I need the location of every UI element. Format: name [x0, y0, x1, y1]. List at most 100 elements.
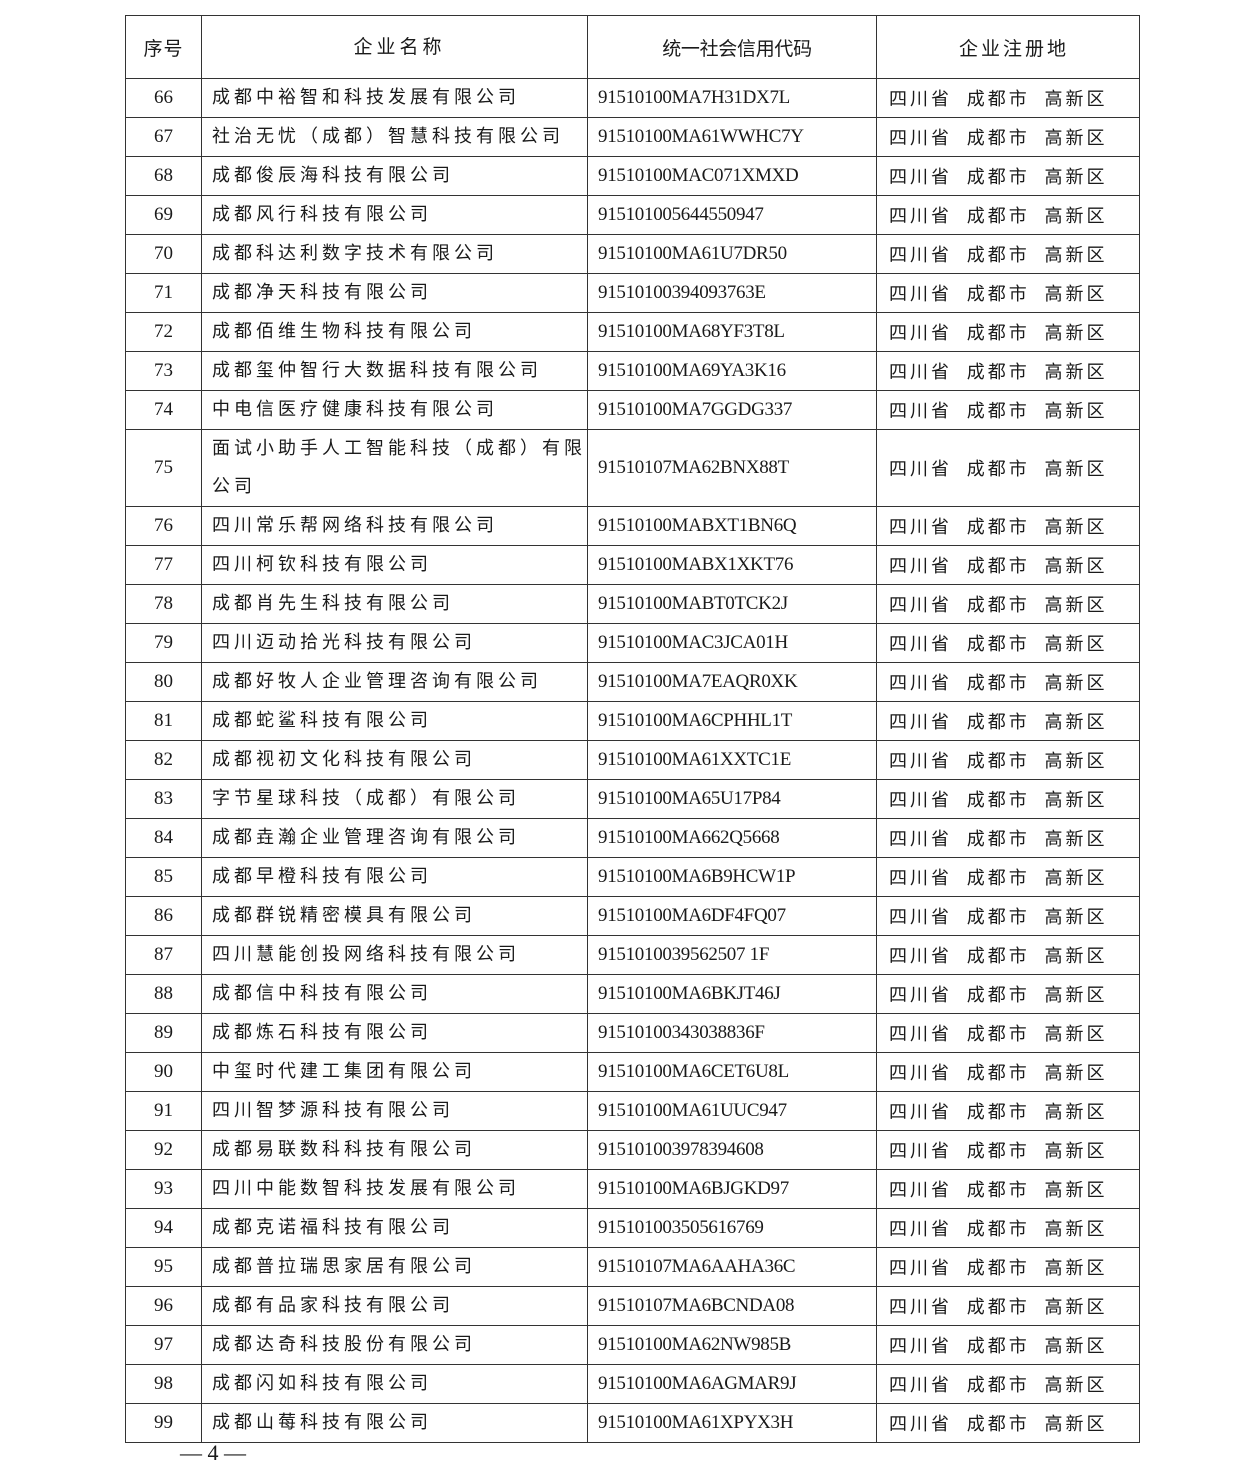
- cell-index: 88: [125, 974, 202, 1014]
- cell-credit-code: 91510100MAC071XMXD: [587, 156, 877, 196]
- table-row: 91 四川智梦源科技有限公司 91510100MA61UUC947 四川省 成都市 高…: [125, 1091, 1140, 1131]
- table-row: 73 成都玺仲智行大数据科技有限公司 91510100MA69YA3K16 四川省 成…: [125, 351, 1140, 391]
- header-index: 序号: [125, 15, 202, 79]
- cell-registration-place: 四川省 成都市 高新区: [876, 701, 1140, 741]
- cell-credit-code: 915101005644550947: [587, 195, 877, 235]
- cell-index: 93: [125, 1169, 202, 1209]
- cell-credit-code: 91510100MA69YA3K16: [587, 351, 877, 391]
- cell-credit-code: 915101003505616769: [587, 1208, 877, 1248]
- cell-credit-code: 91510107MA6BCNDA08: [587, 1286, 877, 1326]
- table-row: 81 成都蛇鲨科技有限公司 91510100MA6CPHHL1T 四川省 成都市 高新…: [125, 701, 1140, 741]
- cell-credit-code: 9151010039562507 1F: [587, 935, 877, 975]
- cell-index: 75: [125, 429, 202, 507]
- cell-registration-place: 四川省 成都市 高新区: [876, 896, 1140, 936]
- cell-registration-place: 四川省 成都市 高新区: [876, 974, 1140, 1014]
- cell-company-name: 四川柯钦科技有限公司: [201, 545, 588, 585]
- cell-company-name: 成都俊辰海科技有限公司: [201, 156, 588, 196]
- cell-registration-place: 四川省 成都市 高新区: [876, 857, 1140, 897]
- cell-registration-place: 四川省 成都市 高新区: [876, 312, 1140, 352]
- cell-company-name: 成都科达利数字技术有限公司: [201, 234, 588, 274]
- cell-index: 66: [125, 78, 202, 118]
- cell-credit-code: 91510100MA62NW985B: [587, 1325, 877, 1365]
- cell-index: 81: [125, 701, 202, 741]
- cell-company-name: 成都闪如科技有限公司: [201, 1364, 588, 1404]
- cell-registration-place: 四川省 成都市 高新区: [876, 429, 1140, 507]
- enterprise-table: 序号 企业名称 统一社会信用代码 企业注册地 66 成都中裕智和科技发展有限公司 9…: [125, 15, 1140, 1443]
- table-row: 71 成都净天科技有限公司 91510100394093763E 四川省 成都市 高新…: [125, 273, 1140, 313]
- table-row: 66 成都中裕智和科技发展有限公司 91510100MA7H31DX7L 四川省 成都…: [125, 78, 1140, 118]
- table-row: 75 面试小助手人工智能科技（成都）有限公司 91510107MA62BNX88T 四…: [125, 429, 1140, 507]
- cell-index: 87: [125, 935, 202, 975]
- cell-company-name: 成都视初文化科技有限公司: [201, 740, 588, 780]
- cell-company-name: 成都克诺福科技有限公司: [201, 1208, 588, 1248]
- cell-index: 77: [125, 545, 202, 585]
- cell-company-name: 成都群锐精密模具有限公司: [201, 896, 588, 936]
- cell-registration-place: 四川省 成都市 高新区: [876, 195, 1140, 235]
- cell-index: 73: [125, 351, 202, 391]
- cell-index: 85: [125, 857, 202, 897]
- cell-credit-code: 91510100MA6BKJT46J: [587, 974, 877, 1014]
- cell-registration-place: 四川省 成都市 高新区: [876, 584, 1140, 624]
- cell-registration-place: 四川省 成都市 高新区: [876, 1052, 1140, 1092]
- cell-registration-place: 四川省 成都市 高新区: [876, 662, 1140, 702]
- cell-index: 90: [125, 1052, 202, 1092]
- cell-company-name: 四川智梦源科技有限公司: [201, 1091, 588, 1131]
- table-row: 88 成都信中科技有限公司 91510100MA6BKJT46J 四川省 成都市 高新…: [125, 974, 1140, 1014]
- table-row: 92 成都易联数科科技有限公司 915101003978394608 四川省 成都市 …: [125, 1130, 1140, 1170]
- table-row: 74 中电信医疗健康科技有限公司 91510100MA7GGDG337 四川省 成都市…: [125, 390, 1140, 430]
- cell-company-name: 成都佰维生物科技有限公司: [201, 312, 588, 352]
- cell-index: 84: [125, 818, 202, 858]
- table-body: 66 成都中裕智和科技发展有限公司 91510100MA7H31DX7L 四川省 成都…: [125, 78, 1140, 1443]
- cell-index: 70: [125, 234, 202, 274]
- cell-registration-place: 四川省 成都市 高新区: [876, 1325, 1140, 1365]
- table-row: 99 成都山莓科技有限公司 91510100MA61XPYX3H 四川省 成都市 高新…: [125, 1403, 1140, 1443]
- table-row: 93 四川中能数智科技发展有限公司 91510100MA6BJGKD97 四川省 成都…: [125, 1169, 1140, 1209]
- cell-company-name: 成都净天科技有限公司: [201, 273, 588, 313]
- table-row: 67 社治无忧（成都）智慧科技有限公司 91510100MA61WWHC7Y 四川省 …: [125, 117, 1140, 157]
- cell-index: 94: [125, 1208, 202, 1248]
- table-row: 97 成都达奇科技股份有限公司 91510100MA62NW985B 四川省 成都市 …: [125, 1325, 1140, 1365]
- cell-registration-place: 四川省 成都市 高新区: [876, 273, 1140, 313]
- cell-company-name: 成都蛇鲨科技有限公司: [201, 701, 588, 741]
- page-number: — 4 —: [180, 1440, 246, 1465]
- cell-credit-code: 91510100MA6CPHHL1T: [587, 701, 877, 741]
- cell-index: 92: [125, 1130, 202, 1170]
- cell-company-name: 成都有品家科技有限公司: [201, 1286, 588, 1326]
- cell-company-name: 成都炼石科技有限公司: [201, 1013, 588, 1053]
- cell-company-name: 成都信中科技有限公司: [201, 974, 588, 1014]
- cell-credit-code: 91510100MA6CET6U8L: [587, 1052, 877, 1092]
- cell-company-name: 成都垚瀚企业管理咨询有限公司: [201, 818, 588, 858]
- table-row: 86 成都群锐精密模具有限公司 91510100MA6DF4FQ07 四川省 成都市 …: [125, 896, 1140, 936]
- cell-index: 79: [125, 623, 202, 663]
- cell-company-name: 四川常乐帮网络科技有限公司: [201, 506, 588, 546]
- cell-credit-code: 91510100MA6BJGKD97: [587, 1169, 877, 1209]
- table-row: 69 成都风行科技有限公司 915101005644550947 四川省 成都市 高新…: [125, 195, 1140, 235]
- cell-index: 97: [125, 1325, 202, 1365]
- table-row: 85 成都早橙科技有限公司 91510100MA6B9HCW1P 四川省 成都市 高新…: [125, 857, 1140, 897]
- cell-credit-code: 91510107MA6AAHA36C: [587, 1247, 877, 1287]
- table-row: 76 四川常乐帮网络科技有限公司 91510100MABXT1BN6Q 四川省 成都市…: [125, 506, 1140, 546]
- table-row: 84 成都垚瀚企业管理咨询有限公司 91510100MA662Q5668 四川省 成都…: [125, 818, 1140, 858]
- cell-registration-place: 四川省 成都市 高新区: [876, 156, 1140, 196]
- table-row: 80 成都好牧人企业管理咨询有限公司 91510100MA7EAQR0XK 四川省 成…: [125, 662, 1140, 702]
- cell-registration-place: 四川省 成都市 高新区: [876, 740, 1140, 780]
- cell-credit-code: 91510100MA61WWHC7Y: [587, 117, 877, 157]
- cell-company-name: 社治无忧（成都）智慧科技有限公司: [201, 117, 588, 157]
- cell-credit-code: 91510100394093763E: [587, 273, 877, 313]
- cell-registration-place: 四川省 成都市 高新区: [876, 117, 1140, 157]
- cell-company-name: 成都普拉瑞思家居有限公司: [201, 1247, 588, 1287]
- cell-company-name: 成都玺仲智行大数据科技有限公司: [201, 351, 588, 391]
- cell-credit-code: 91510100MABX1XKT76: [587, 545, 877, 585]
- cell-registration-place: 四川省 成都市 高新区: [876, 818, 1140, 858]
- cell-index: 96: [125, 1286, 202, 1326]
- cell-index: 69: [125, 195, 202, 235]
- header-registration-place: 企业注册地: [876, 15, 1140, 79]
- table-row: 94 成都克诺福科技有限公司 915101003505616769 四川省 成都市 高…: [125, 1208, 1140, 1248]
- cell-credit-code: 91510100MA65U17P84: [587, 779, 877, 819]
- cell-company-name: 成都风行科技有限公司: [201, 195, 588, 235]
- cell-registration-place: 四川省 成都市 高新区: [876, 390, 1140, 430]
- cell-credit-code: 91510100MA7GGDG337: [587, 390, 877, 430]
- table-row: 95 成都普拉瑞思家居有限公司 91510107MA6AAHA36C 四川省 成都市 …: [125, 1247, 1140, 1287]
- cell-registration-place: 四川省 成都市 高新区: [876, 1247, 1140, 1287]
- cell-index: 83: [125, 779, 202, 819]
